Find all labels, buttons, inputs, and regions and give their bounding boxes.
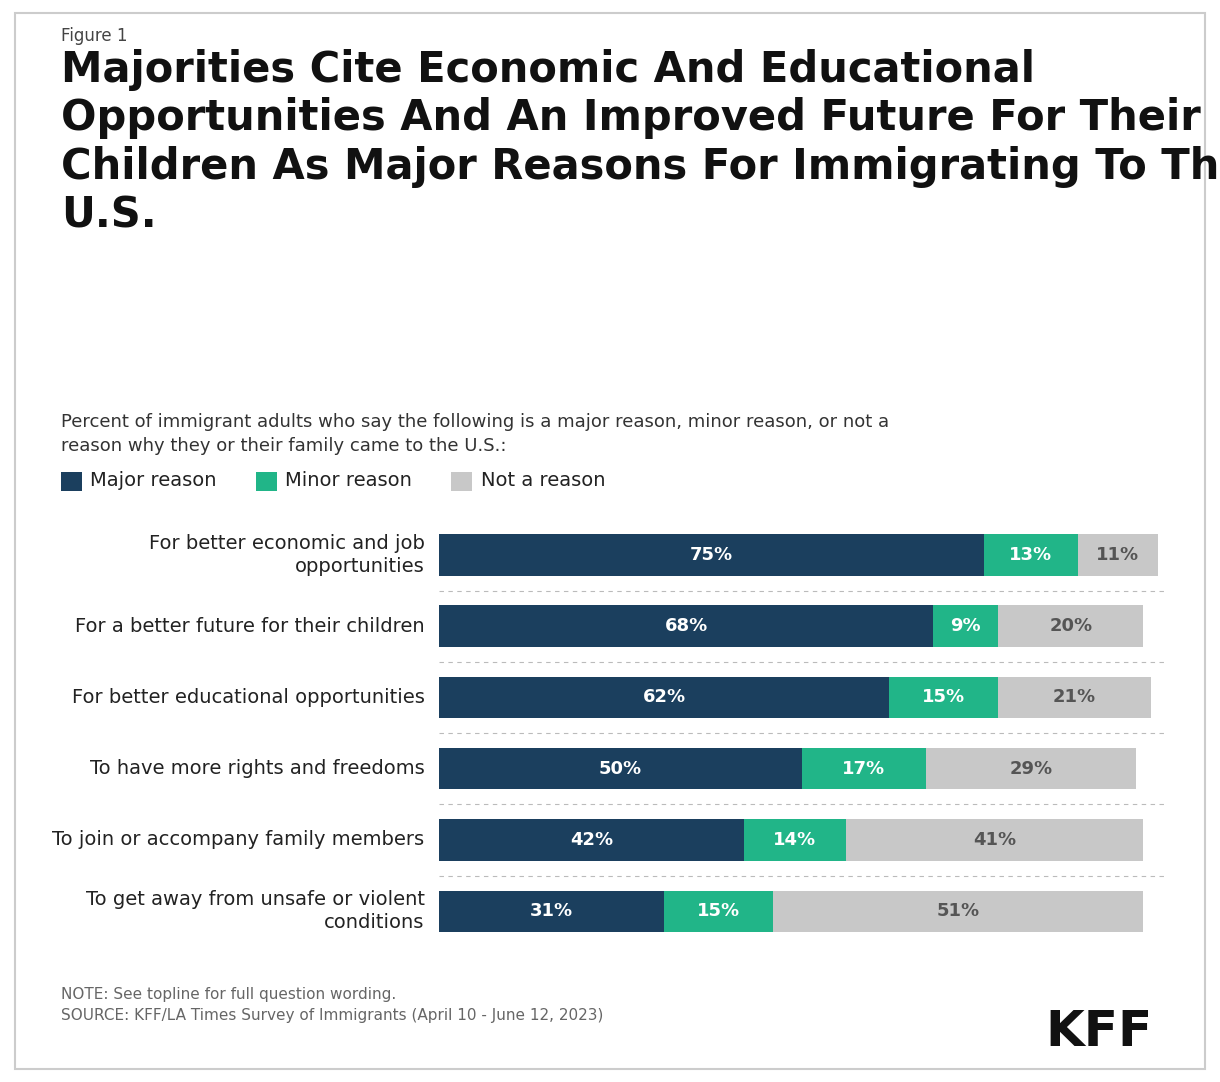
Bar	[439, 890, 664, 932]
Text: 20%: 20%	[1049, 617, 1092, 635]
Text: KFF: KFF	[1046, 1008, 1153, 1056]
Text: Figure 1: Figure 1	[61, 27, 128, 45]
Text: 15%: 15%	[922, 688, 965, 707]
Text: To get away from unsafe or violent
conditions: To get away from unsafe or violent condi…	[85, 890, 425, 933]
Text: 31%: 31%	[531, 902, 573, 921]
Bar	[1078, 535, 1158, 576]
Text: 29%: 29%	[1009, 760, 1053, 778]
Text: NOTE: See topline for full question wording.
SOURCE: KFF/LA Times Survey of Immi: NOTE: See topline for full question word…	[61, 987, 604, 1022]
Text: Major reason: Major reason	[90, 471, 217, 490]
Text: 75%: 75%	[689, 545, 733, 564]
Bar	[802, 748, 926, 790]
Text: Percent of immigrant adults who say the following is a major reason, minor reaso: Percent of immigrant adults who say the …	[61, 413, 889, 454]
Text: 21%: 21%	[1053, 688, 1096, 707]
Text: 41%: 41%	[974, 831, 1016, 849]
Text: To have more rights and freedoms: To have more rights and freedoms	[90, 760, 425, 778]
Text: 42%: 42%	[570, 831, 614, 849]
Bar	[439, 535, 983, 576]
Bar	[744, 819, 845, 860]
Text: Minor reason: Minor reason	[285, 471, 412, 490]
Bar	[983, 535, 1078, 576]
Text: To join or accompany family members: To join or accompany family members	[52, 831, 425, 849]
Text: 14%: 14%	[773, 831, 816, 849]
Bar	[664, 890, 773, 932]
Bar	[439, 748, 802, 790]
Text: Not a reason: Not a reason	[481, 471, 605, 490]
Text: For better economic and job
opportunities: For better economic and job opportunitie…	[149, 533, 425, 576]
Bar	[998, 606, 1143, 647]
Bar	[998, 676, 1150, 718]
Text: 9%: 9%	[950, 617, 981, 635]
Bar	[439, 819, 744, 860]
Bar	[889, 676, 998, 718]
Text: 51%: 51%	[937, 902, 980, 921]
Text: 13%: 13%	[1009, 545, 1053, 564]
Bar	[845, 819, 1143, 860]
Text: 50%: 50%	[599, 760, 642, 778]
Text: For a better future for their children: For a better future for their children	[74, 617, 425, 635]
Text: For better educational opportunities: For better educational opportunities	[72, 688, 425, 707]
Bar	[439, 606, 933, 647]
Text: 11%: 11%	[1097, 545, 1139, 564]
Text: 62%: 62%	[643, 688, 686, 707]
Text: Majorities Cite Economic And Educational
Opportunities And An Improved Future Fo: Majorities Cite Economic And Educational…	[61, 49, 1220, 237]
Text: 17%: 17%	[842, 760, 886, 778]
Text: 68%: 68%	[665, 617, 708, 635]
Bar	[439, 676, 889, 718]
Text: 15%: 15%	[697, 902, 741, 921]
Bar	[933, 606, 998, 647]
Bar	[773, 890, 1143, 932]
Bar	[926, 748, 1136, 790]
